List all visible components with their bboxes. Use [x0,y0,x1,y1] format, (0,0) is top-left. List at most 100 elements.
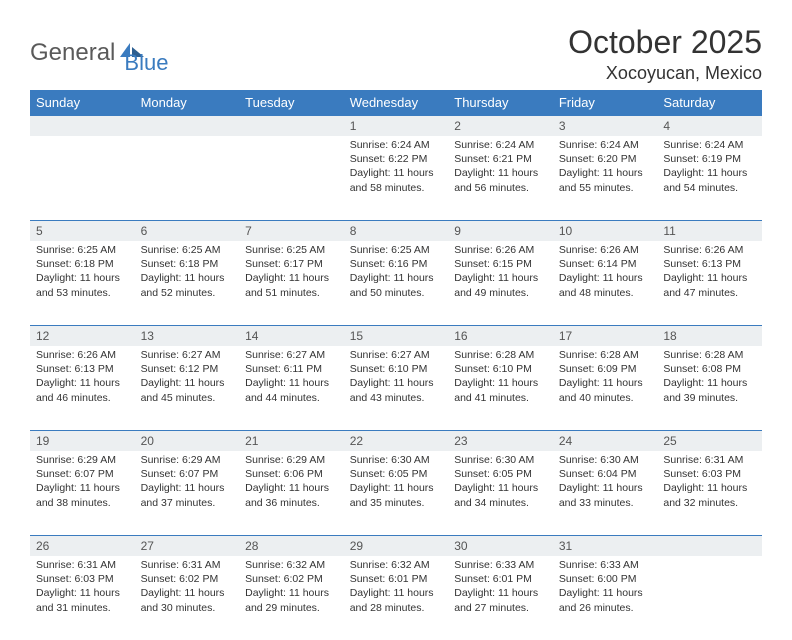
day-cell: Sunrise: 6:33 AMSunset: 6:01 PMDaylight:… [448,556,553,640]
day-number: 27 [135,536,240,557]
week-number-row: 567891011 [30,221,762,242]
day-number: 24 [553,431,658,452]
sunset-text: Sunset: 6:09 PM [559,362,652,376]
sunrise-text: Sunrise: 6:29 AM [141,453,234,467]
sunset-text: Sunset: 6:17 PM [245,257,338,271]
sunrise-text: Sunrise: 6:33 AM [559,558,652,572]
day-info: Sunrise: 6:24 AMSunset: 6:20 PMDaylight:… [553,136,658,199]
day-number: 5 [30,221,135,242]
daylight-text: Daylight: 11 hours and 31 minutes. [36,586,129,614]
day-cell: Sunrise: 6:26 AMSunset: 6:13 PMDaylight:… [30,346,135,431]
sunrise-text: Sunrise: 6:27 AM [350,348,443,362]
day-cell: Sunrise: 6:31 AMSunset: 6:03 PMDaylight:… [657,451,762,536]
day-cell: Sunrise: 6:30 AMSunset: 6:05 PMDaylight:… [344,451,449,536]
day-cell: Sunrise: 6:32 AMSunset: 6:01 PMDaylight:… [344,556,449,640]
day-info: Sunrise: 6:31 AMSunset: 6:02 PMDaylight:… [135,556,240,619]
calendar-table: Sunday Monday Tuesday Wednesday Thursday… [30,90,762,640]
day-number: 29 [344,536,449,557]
sunrise-text: Sunrise: 6:33 AM [454,558,547,572]
daylight-text: Daylight: 11 hours and 56 minutes. [454,166,547,194]
day-info: Sunrise: 6:27 AMSunset: 6:10 PMDaylight:… [344,346,449,409]
day-number: 19 [30,431,135,452]
daylight-text: Daylight: 11 hours and 32 minutes. [663,481,756,509]
day-number [135,116,240,137]
sunset-text: Sunset: 6:15 PM [454,257,547,271]
week-number-row: 19202122232425 [30,431,762,452]
day-number: 20 [135,431,240,452]
sunrise-text: Sunrise: 6:31 AM [141,558,234,572]
day-cell: Sunrise: 6:31 AMSunset: 6:02 PMDaylight:… [135,556,240,640]
day-number: 8 [344,221,449,242]
daylight-text: Daylight: 11 hours and 52 minutes. [141,271,234,299]
sunrise-text: Sunrise: 6:30 AM [559,453,652,467]
day-cell [239,136,344,221]
sunset-text: Sunset: 6:03 PM [36,572,129,586]
sunset-text: Sunset: 6:02 PM [245,572,338,586]
day-cell: Sunrise: 6:28 AMSunset: 6:09 PMDaylight:… [553,346,658,431]
sunset-text: Sunset: 6:01 PM [350,572,443,586]
sunrise-text: Sunrise: 6:24 AM [559,138,652,152]
day-number: 3 [553,116,658,137]
week-number-row: 262728293031 [30,536,762,557]
sunrise-text: Sunrise: 6:28 AM [454,348,547,362]
day-info: Sunrise: 6:28 AMSunset: 6:08 PMDaylight:… [657,346,762,409]
sunrise-text: Sunrise: 6:25 AM [36,243,129,257]
sunrise-text: Sunrise: 6:25 AM [141,243,234,257]
day-number: 22 [344,431,449,452]
day-number: 15 [344,326,449,347]
day-info: Sunrise: 6:31 AMSunset: 6:03 PMDaylight:… [30,556,135,619]
day-cell: Sunrise: 6:28 AMSunset: 6:10 PMDaylight:… [448,346,553,431]
day-info: Sunrise: 6:30 AMSunset: 6:05 PMDaylight:… [344,451,449,514]
week-info-row: Sunrise: 6:25 AMSunset: 6:18 PMDaylight:… [30,241,762,326]
day-number: 6 [135,221,240,242]
sunset-text: Sunset: 6:14 PM [559,257,652,271]
sunrise-text: Sunrise: 6:24 AM [350,138,443,152]
day-header: Monday [135,90,240,116]
daylight-text: Daylight: 11 hours and 34 minutes. [454,481,547,509]
day-info: Sunrise: 6:29 AMSunset: 6:07 PMDaylight:… [30,451,135,514]
day-cell: Sunrise: 6:27 AMSunset: 6:10 PMDaylight:… [344,346,449,431]
daylight-text: Daylight: 11 hours and 53 minutes. [36,271,129,299]
sunset-text: Sunset: 6:16 PM [350,257,443,271]
day-info: Sunrise: 6:25 AMSunset: 6:18 PMDaylight:… [135,241,240,304]
daylight-text: Daylight: 11 hours and 49 minutes. [454,271,547,299]
sunset-text: Sunset: 6:22 PM [350,152,443,166]
sunset-text: Sunset: 6:03 PM [663,467,756,481]
daylight-text: Daylight: 11 hours and 30 minutes. [141,586,234,614]
sunset-text: Sunset: 6:13 PM [36,362,129,376]
day-number: 14 [239,326,344,347]
day-info: Sunrise: 6:33 AMSunset: 6:01 PMDaylight:… [448,556,553,619]
sunrise-text: Sunrise: 6:25 AM [350,243,443,257]
day-cell: Sunrise: 6:26 AMSunset: 6:14 PMDaylight:… [553,241,658,326]
page-title: October 2025 [568,24,762,61]
day-cell: Sunrise: 6:25 AMSunset: 6:17 PMDaylight:… [239,241,344,326]
daylight-text: Daylight: 11 hours and 50 minutes. [350,271,443,299]
sunset-text: Sunset: 6:11 PM [245,362,338,376]
daylight-text: Daylight: 11 hours and 36 minutes. [245,481,338,509]
daylight-text: Daylight: 11 hours and 27 minutes. [454,586,547,614]
sunrise-text: Sunrise: 6:24 AM [663,138,756,152]
sunset-text: Sunset: 6:07 PM [36,467,129,481]
day-info: Sunrise: 6:29 AMSunset: 6:07 PMDaylight:… [135,451,240,514]
day-number: 13 [135,326,240,347]
header: General Blue October 2025 Xocoyucan, Mex… [30,24,762,84]
day-header: Friday [553,90,658,116]
sunrise-text: Sunrise: 6:32 AM [245,558,338,572]
day-cell: Sunrise: 6:25 AMSunset: 6:16 PMDaylight:… [344,241,449,326]
day-header: Tuesday [239,90,344,116]
day-number: 23 [448,431,553,452]
daylight-text: Daylight: 11 hours and 38 minutes. [36,481,129,509]
daylight-text: Daylight: 11 hours and 35 minutes. [350,481,443,509]
sunrise-text: Sunrise: 6:24 AM [454,138,547,152]
week-number-row: 1234 [30,116,762,137]
day-cell: Sunrise: 6:29 AMSunset: 6:07 PMDaylight:… [30,451,135,536]
daylight-text: Daylight: 11 hours and 44 minutes. [245,376,338,404]
daylight-text: Daylight: 11 hours and 51 minutes. [245,271,338,299]
week-info-row: Sunrise: 6:24 AMSunset: 6:22 PMDaylight:… [30,136,762,221]
sunset-text: Sunset: 6:05 PM [454,467,547,481]
day-info: Sunrise: 6:26 AMSunset: 6:13 PMDaylight:… [30,346,135,409]
day-info: Sunrise: 6:28 AMSunset: 6:10 PMDaylight:… [448,346,553,409]
sunrise-text: Sunrise: 6:29 AM [245,453,338,467]
sunrise-text: Sunrise: 6:25 AM [245,243,338,257]
day-number [657,536,762,557]
